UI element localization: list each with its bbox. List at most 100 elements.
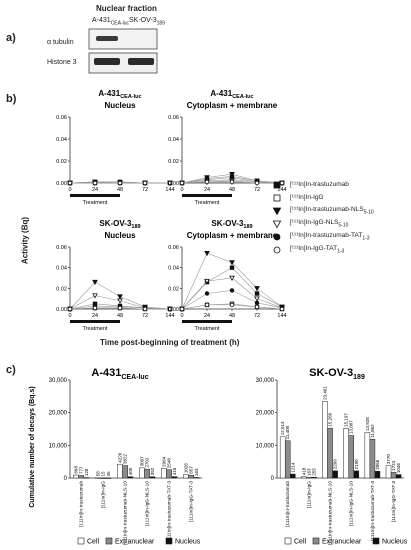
x-tick-label: 48 [117, 187, 123, 193]
time-xlabel: Time post-beginning of treatment (h) [100, 338, 240, 347]
series-point [117, 298, 123, 304]
bar-nucleus [83, 477, 90, 479]
x-tick-label: 144 [277, 187, 286, 193]
bar-chart-SKOV3-cumulative: SK-OV-3189 0 10,000 20,000 30,000 12,614 11,40… [256, 367, 408, 546]
bar-extranuclear [369, 439, 376, 479]
x-tick-label: 24 [92, 187, 98, 193]
bar-value-label: 255 [311, 468, 316, 476]
legend-text: [¹¹¹In]In-IgG-NLS5-10 [290, 218, 349, 229]
bar-value-label: 392 [150, 467, 155, 475]
x-tick-label: 0 [180, 313, 183, 319]
bar-nucleus [193, 477, 200, 479]
series-point [117, 305, 123, 311]
bar-value-label: 2066 [375, 459, 380, 470]
legend-entry: [¹¹¹In]In-trastuzumab [272, 178, 411, 191]
bar-value-label: 777 [79, 466, 84, 474]
legend-entry: [¹¹¹In]In-trastuzumab-NLS5-10 [272, 204, 411, 217]
bar-cell [161, 468, 167, 479]
bar-extranuclear [306, 477, 312, 479]
panel-b-label: b) [6, 93, 17, 105]
treatment-bar [182, 320, 232, 323]
bar-legend-swatch [284, 537, 292, 545]
x-tick-label: 24 [92, 313, 98, 319]
series-point [229, 179, 235, 185]
y-tick-label: 0.04 [56, 137, 67, 143]
bar-cell [322, 401, 328, 479]
bar-value-label: 15 [101, 471, 106, 477]
series-point [204, 302, 210, 308]
bar-value-label: 1046 [396, 463, 401, 474]
legend-entry: [¹¹¹In]In-trastuzumab-TAT1-3 [272, 230, 411, 243]
y-tick-label: 0.02 [168, 159, 179, 165]
bar-cell [343, 428, 349, 479]
y-tick-label: 0.02 [56, 159, 67, 165]
x-tick-label: 48 [117, 313, 123, 319]
legend-text: [¹¹¹In]In-IgG [290, 194, 324, 201]
legend-marker [273, 246, 281, 253]
legend-text: [¹¹¹In]In-trastuzumab [290, 181, 349, 188]
y-tick-label: 0.00 [168, 307, 179, 313]
category-label: [111In]In-trastuzumab-NLS-10 [328, 481, 334, 545]
y-tick-label: 30,000 [256, 378, 275, 384]
legend-marker [273, 194, 281, 201]
western-title: Nuclear fraction [96, 4, 157, 13]
legend-marker-shape [273, 194, 281, 201]
bar-cell [279, 436, 286, 479]
bar-legend-label: Extranuclear [322, 539, 362, 546]
y-tick-label: 10,000 [256, 443, 275, 449]
treatment-label: Treatment [83, 200, 108, 206]
legend-marker-shape [272, 220, 282, 228]
series-point [254, 296, 260, 302]
category-label: [111In]In-trastuzumab-TAT-3 [167, 481, 173, 541]
plot-title: SK-OV-3189 [99, 219, 140, 230]
series-point [142, 180, 148, 186]
bar-nucleus [290, 473, 296, 479]
bar-cell [364, 432, 371, 479]
bar-extranuclear [284, 440, 291, 479]
bar-legend-swatch [312, 537, 320, 545]
x-tick-label: 144 [165, 313, 174, 319]
y-tick-label: 10,000 [49, 443, 68, 449]
series-point [279, 306, 285, 312]
series-point [204, 291, 210, 296]
bar-value-label: 11,862 [370, 424, 375, 438]
treatment-label: Treatment [195, 326, 220, 332]
category-label: [111In]In-trastuzumab [79, 481, 85, 527]
category-label: [111In]In-IgG-NLS-10 [145, 481, 151, 526]
category-label: [111In]In-IgG-NLS-10 [349, 481, 355, 526]
category-label: [111In]In-trastuzumab [285, 481, 291, 527]
legend-entry: [¹¹¹In]In-IgG-NLS5-10 [272, 217, 411, 230]
plot-title: A-431CEA-luc [210, 89, 253, 100]
treatment-bar [70, 320, 120, 323]
series-point [229, 302, 235, 308]
series-point [229, 175, 235, 180]
bar-value-label: 35 [106, 471, 111, 477]
bar-cell [73, 474, 79, 479]
legend-text: [¹¹¹In]In-trastuzumab-NLS5-10 [290, 205, 374, 216]
x-tick-label: 72 [254, 313, 260, 319]
x-tick-label: 144 [277, 313, 286, 319]
series-point [229, 171, 235, 178]
bar-legend-label: Nucleus [382, 539, 408, 546]
bar-legend-label: Extranuclear [115, 539, 155, 546]
western-blot-image [88, 28, 158, 74]
panel-a-label: a) [6, 32, 16, 44]
bar-cell [385, 465, 392, 479]
bar-value-label: 1724 [391, 460, 396, 471]
bar-value-label: 163 [194, 468, 199, 476]
y-tick-label: 0.00 [168, 181, 179, 187]
legend-text: [¹¹¹In]In-IgG-TAT1-3 [290, 244, 345, 255]
category-label: [111In]In-IgG-TAT-3 [391, 481, 397, 523]
bar-extranuclear [122, 465, 129, 479]
series-point [229, 265, 235, 270]
legend-marker [272, 207, 282, 215]
bar-nucleus [353, 470, 360, 479]
bar-value-label: 3822 [123, 454, 128, 465]
bar-legend-swatch [165, 537, 173, 545]
x-tick-label: 0 [68, 313, 71, 319]
x-tick-label: 48 [229, 313, 235, 319]
legend-marker-shape [273, 181, 281, 188]
